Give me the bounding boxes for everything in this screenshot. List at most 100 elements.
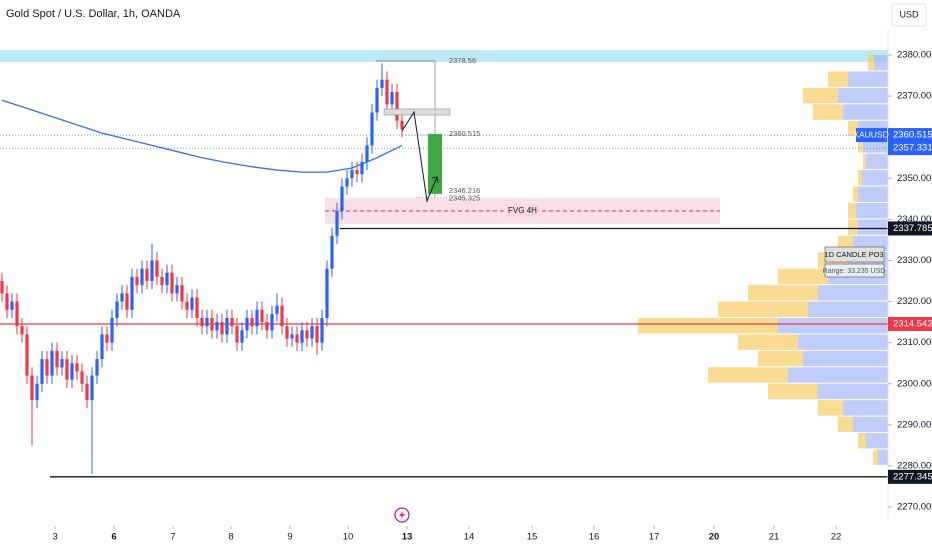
- level-tag: [888, 221, 932, 236]
- x-tick-label: 10: [343, 532, 354, 543]
- candle-body: [120, 293, 124, 302]
- profile-blue: [858, 186, 888, 202]
- marker-box: [383, 108, 451, 116]
- profile-blue: [856, 202, 888, 219]
- candle-body: [245, 317, 249, 331]
- profile-yellow: [858, 170, 862, 186]
- profile-yellow: [758, 350, 803, 367]
- profile-yellow: [718, 301, 808, 317]
- candle-body: [130, 276, 134, 310]
- y-tick-label: 2270.000: [897, 502, 932, 513]
- x-tick-label: 7: [170, 532, 175, 543]
- candle-body: [255, 309, 259, 327]
- candle-body: [95, 359, 99, 376]
- profile-yellow: [838, 416, 853, 433]
- candle-body: [305, 330, 309, 339]
- profile-yellow: [803, 87, 838, 104]
- profile-blue: [803, 350, 888, 367]
- profile-yellow: [738, 334, 798, 350]
- price-tag-label: 2357.331: [893, 143, 932, 154]
- candle-body: [25, 334, 29, 376]
- y-tick-label: 2280.000: [897, 460, 932, 471]
- profile-yellow: [858, 137, 863, 153]
- profile-yellow: [813, 104, 843, 120]
- profile-blue: [808, 301, 888, 317]
- candle-body: [5, 293, 9, 310]
- projection-arrow: [401, 110, 439, 203]
- range-mid-label: 2346.216: [449, 186, 480, 195]
- po3-title: 1D CANDLE PO3: [824, 250, 883, 259]
- x-tick-label: 22: [831, 532, 842, 543]
- x-tick-label: 8: [228, 532, 233, 543]
- top-zone: [0, 50, 888, 62]
- candle-body: [330, 235, 334, 269]
- candle-body: [390, 91, 394, 105]
- symbol-tag: [856, 128, 887, 143]
- candle-body: [160, 276, 164, 286]
- x-tick-label: 16: [589, 532, 600, 543]
- candle-body: [70, 363, 74, 380]
- candle-body: [325, 268, 329, 318]
- profile-blue: [858, 219, 888, 235]
- y-tick-label: 2380.000: [897, 50, 932, 61]
- candle-body: [10, 301, 14, 310]
- candle-body: [340, 186, 344, 212]
- level-tag: [888, 469, 932, 484]
- x-tick-label: 3: [52, 532, 57, 543]
- lightning-icon[interactable]: [394, 507, 410, 523]
- profile-blue: [838, 87, 888, 104]
- candle-body: [270, 313, 274, 331]
- profile-yellow: [778, 268, 828, 285]
- x-tick-label: 9: [287, 532, 292, 543]
- candle-body: [190, 297, 194, 310]
- candle-body: [220, 322, 224, 335]
- po3-box: [824, 246, 885, 263]
- profile-blue: [778, 317, 888, 334]
- x-tick-label: 15: [527, 532, 538, 543]
- y-tick-label: 2290.000: [897, 419, 932, 430]
- level-tag-label: 2314.542: [893, 318, 932, 329]
- y-tick-label: 2330.000: [897, 255, 932, 266]
- candle-body: [345, 178, 349, 187]
- profile-blue: [853, 416, 888, 433]
- profile-blue: [866, 153, 888, 170]
- profile-blue: [862, 170, 888, 186]
- profile-yellow: [638, 317, 778, 334]
- candle-body: [50, 350, 54, 376]
- profile-yellow: [848, 202, 856, 219]
- po3-range-box: [824, 263, 885, 278]
- candle-body: [320, 317, 324, 343]
- candle-body: [45, 359, 49, 376]
- candle-body: [65, 359, 69, 380]
- y-tick-label: 2320.000: [897, 296, 932, 307]
- candle-body: [145, 268, 149, 282]
- x-tick-label: 17: [649, 532, 660, 543]
- profile-yellow: [708, 367, 788, 383]
- fvg-label: FVG 4H: [508, 206, 537, 215]
- candle-body: [210, 317, 214, 331]
- candle-body: [250, 317, 254, 327]
- candle-body: [365, 145, 369, 162]
- candle-body: [280, 305, 284, 327]
- candle-body: [265, 322, 269, 331]
- currency-button[interactable]: [891, 3, 927, 27]
- candle-body: [20, 326, 24, 335]
- candle-body: [315, 326, 319, 343]
- candle-body: [140, 268, 144, 286]
- y-tick-label: 2310.000: [897, 337, 932, 348]
- y-tick-label: 2340.000: [897, 214, 932, 225]
- candle-body: [15, 301, 19, 327]
- profile-blue: [843, 104, 888, 120]
- range-high-label: 2378.56: [449, 56, 476, 65]
- candle-body: [175, 285, 179, 294]
- candle-body: [30, 375, 34, 401]
- level-tag-label: 2337.785: [893, 223, 932, 234]
- target-box: [428, 133, 442, 194]
- candle-body: [375, 87, 379, 113]
- profile-blue: [818, 383, 888, 400]
- chart-title: Gold Spot / U.S. Dollar, 1h, OANDA: [6, 8, 181, 20]
- level-tag-label: 2277.345: [893, 471, 932, 482]
- candle-body: [260, 309, 264, 323]
- candle-body: [90, 375, 94, 401]
